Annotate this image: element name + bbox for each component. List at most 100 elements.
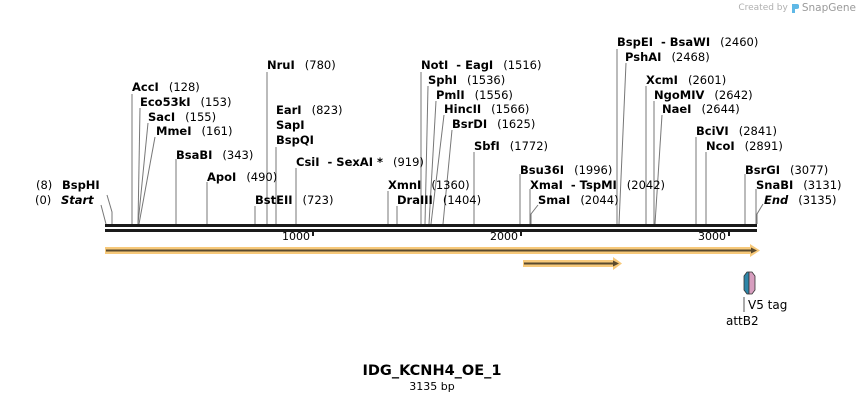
site-NaeI[interactable]: NaeI (2644) [662,102,740,116]
site-position: (1566) [491,102,530,116]
site-PmlI[interactable]: PmlI (1556) [436,88,513,102]
site-position: (490) [246,170,278,184]
site-MmeI[interactable]: MmeI (161) [156,124,232,138]
site-leader-lines [100,49,764,225]
site-start[interactable]: (0) Start [35,193,94,207]
site-position: (2468) [671,50,710,64]
feature-label-attB2[interactable]: attB2 [726,314,759,328]
site-name: BsrGI [745,163,780,177]
site-NgoMIV[interactable]: NgoMIV (2642) [654,88,753,102]
site-position: (2642) [714,88,753,102]
site-BsaBI[interactable]: BsaBI (343) [176,148,253,162]
site-NruI[interactable]: NruI (780) [267,58,336,72]
site-name: SacI [148,110,176,124]
site-position: (2601) [687,73,727,87]
site-name: NruI [267,58,295,72]
site-BspQI[interactable]: BspQI [276,133,314,147]
site-name: SmaI [538,193,571,207]
site-name: BspHI [61,178,100,192]
site-DraIII[interactable]: DraIII (1404) [397,193,481,207]
ruler-label-1000: 1000 [282,230,310,243]
site-position: (823) [311,103,343,117]
site-position: (8) [36,178,53,192]
site-AccI[interactable]: AccI (128) [132,80,200,94]
site-position: (3131) [803,178,842,192]
ruler-label-2000: 2000 [490,230,518,243]
site-position: (155) [185,110,217,124]
site-position: (3077) [790,163,829,177]
site-position: (780) [304,58,336,72]
site-position: (1360) [431,178,470,192]
site-position: (2841) [738,124,777,138]
site-name: BspQI [276,133,314,147]
site-Bsu36I[interactable]: Bsu36I (1996) [520,163,612,177]
site-name: DraIII [397,193,433,207]
site-SmaI[interactable]: SmaI (2044) [538,193,619,207]
site-XmnI[interactable]: XmnI (1360) [388,178,470,192]
site-name: Eco53kI [140,95,191,109]
site-Eco53kI[interactable]: Eco53kI (153) [140,95,231,109]
site-position: (161) [201,124,233,138]
site-position: (3135) [798,193,837,207]
site-position: (1625) [497,117,536,131]
site-ApoI[interactable]: ApoI (490) [207,170,277,184]
feature-attB2-v5[interactable] [743,271,756,312]
site-SbfI[interactable]: SbfI (1772) [474,139,548,153]
site-end[interactable]: End (3135) [764,193,837,207]
site-name: NgoMIV [654,88,705,102]
backbone-top-strand [105,224,757,227]
orf-arrow-long[interactable] [105,244,760,257]
site-name: NaeI [662,102,692,116]
tick-2000 [520,230,522,236]
ruler-label-3000: 3000 [698,230,726,243]
site-EarI[interactable]: EarI (823) [276,103,343,117]
site-BspHI[interactable]: (8) BspHI [36,178,100,192]
site-position: (2042) [626,178,666,192]
site-position: (153) [200,95,232,109]
site-name: SapI [276,118,305,132]
site-CsiI-SexAI[interactable]: CsiI - SexAI * (919) [296,155,424,169]
site-PshAI[interactable]: PshAI (2468) [625,50,710,64]
site-BsrGI[interactable]: BsrGI (3077) [745,163,828,177]
site-position: (1536) [466,73,506,87]
site-position: (2460) [720,35,759,49]
snapgene-logo-icon [791,3,799,13]
site-SacI[interactable]: SacI (155) [148,110,216,124]
site-XmaI-TspMI[interactable]: XmaI - TspMI (2042) [530,178,665,192]
site-NcoI[interactable]: NcoI (2891) [706,139,783,153]
tick-1000 [312,230,314,236]
site-position: (1516) [503,58,542,72]
credit-text: Created by [738,3,788,13]
orf-arrow-short[interactable] [523,257,622,270]
site-position: (1996) [574,163,613,177]
site-BstEII[interactable]: BstEII (723) [255,193,333,207]
site-name: SphI [428,73,457,87]
site-position: (128) [168,80,200,94]
feature-label-v5-tag[interactable]: V5 tag [748,298,788,312]
site-position: (723) [302,193,334,207]
site-name: PshAI [625,50,662,64]
site-name: Start [60,193,94,207]
credit-brand: SnapGene [801,2,856,14]
site-BspEI-BsaWI[interactable]: BspEI - BsaWI (2460) [617,35,758,49]
site-HincII[interactable]: HincII (1566) [444,102,529,116]
site-name: XmnI [388,178,422,192]
site-position: (343) [222,148,254,162]
site-name: NotI - EagI [421,58,494,72]
site-name: SbfI [474,139,500,153]
site-name: BciVI [696,124,729,138]
site-name: BsaBI [176,148,213,162]
site-SphI[interactable]: SphI (1536) [428,73,505,87]
site-SnaBI[interactable]: SnaBI (3131) [756,178,842,192]
site-BsrDI[interactable]: BsrDI (1625) [452,117,535,131]
site-XcmI[interactable]: XcmI (2601) [646,73,726,87]
site-position: (2044) [580,193,619,207]
site-position: (1556) [474,88,513,102]
site-BciVI[interactable]: BciVI (2841) [696,124,777,138]
site-SapI[interactable]: SapI [276,118,305,132]
site-NotI-EagI[interactable]: NotI - EagI (1516) [421,58,541,72]
site-name: BstEII [255,193,293,207]
site-position: (1404) [442,193,482,207]
site-name: AccI [132,80,159,94]
